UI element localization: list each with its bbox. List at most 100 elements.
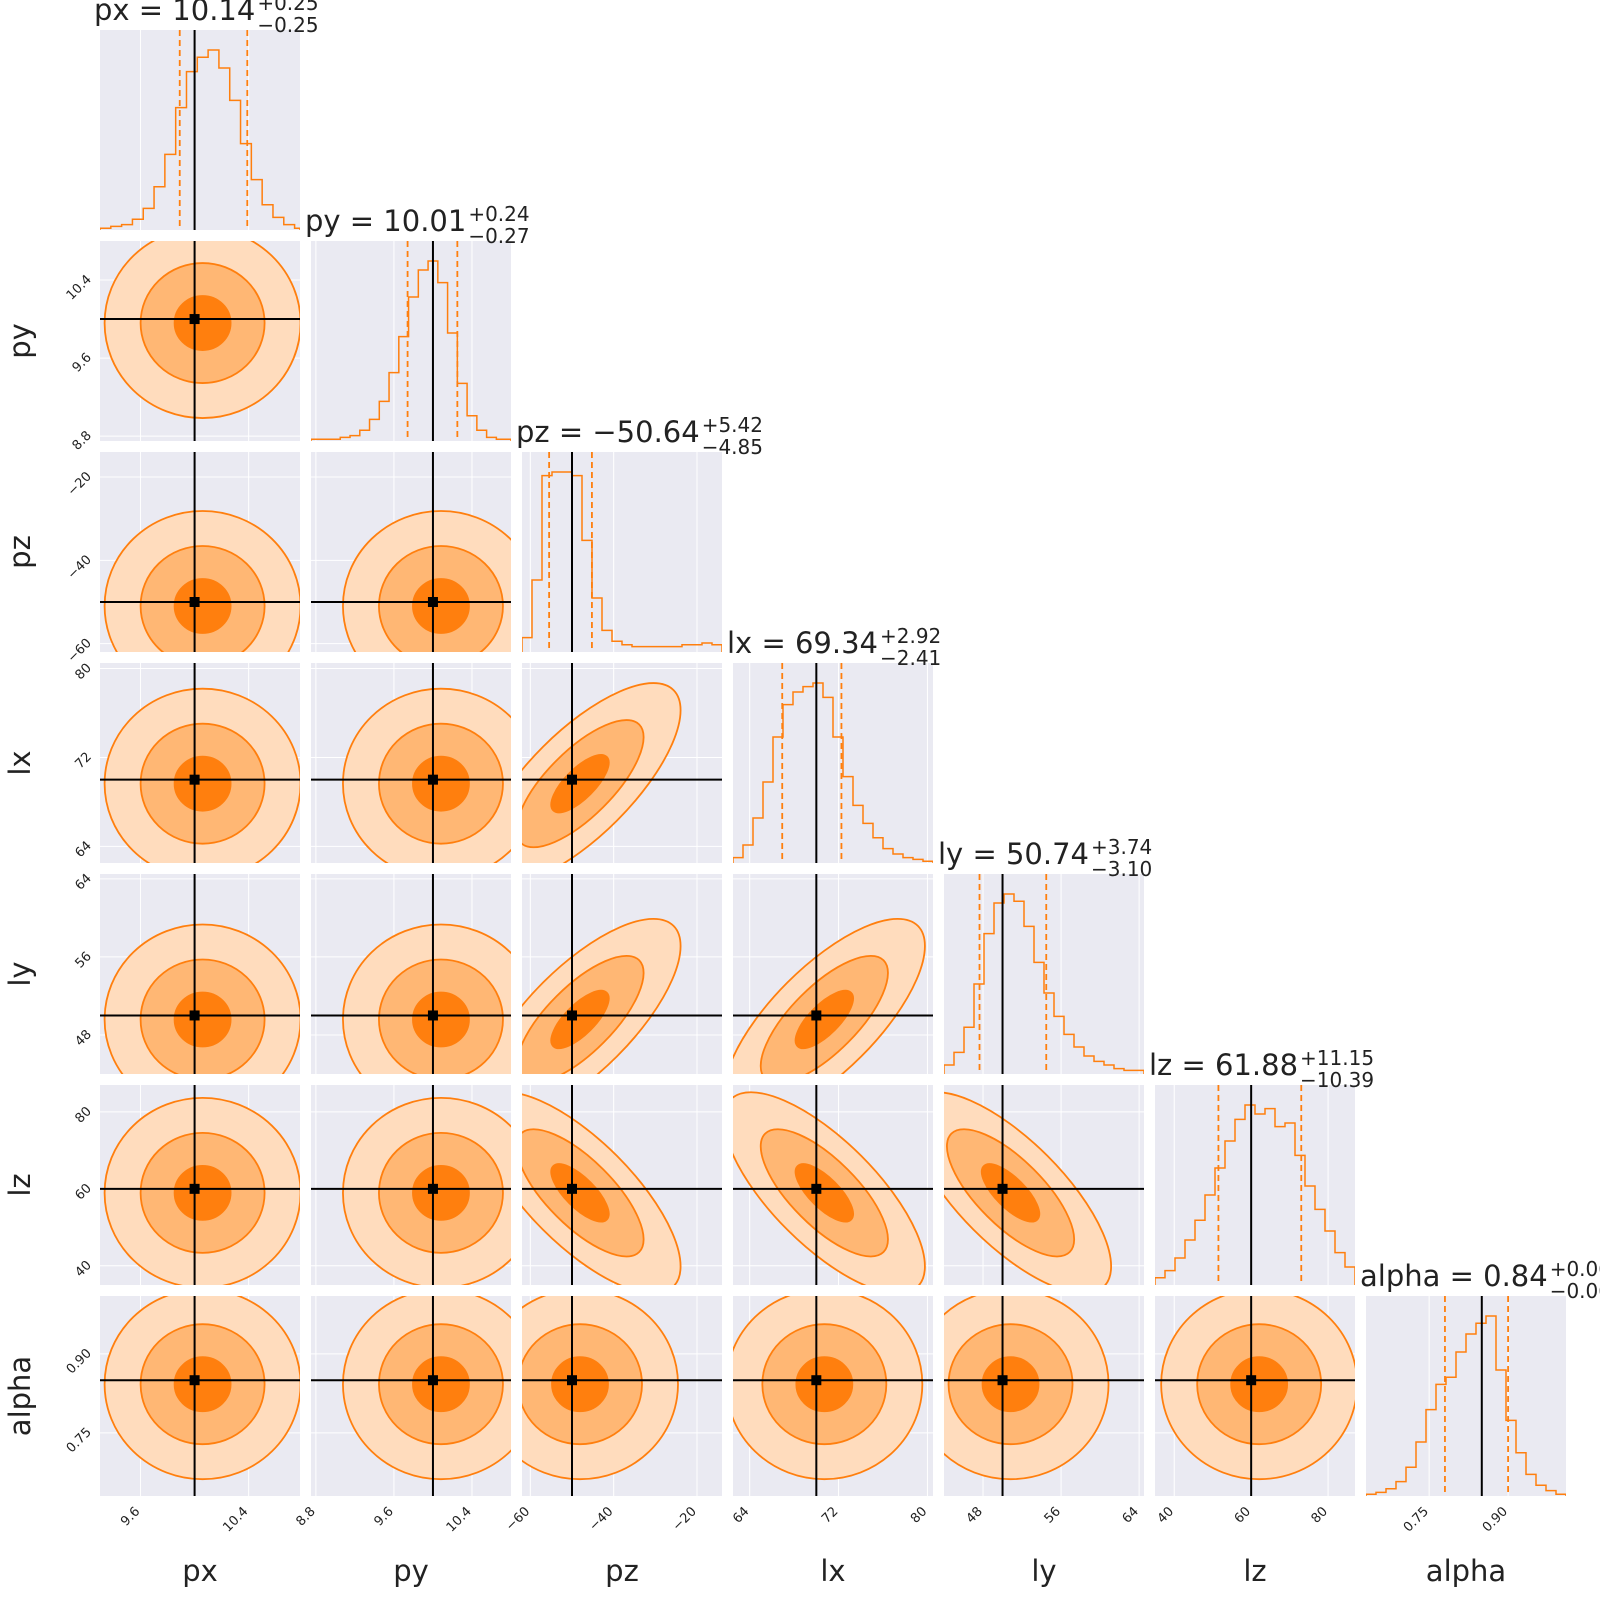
- panel-px-lx: [100, 663, 300, 863]
- title-plus-error: +0.06: [1550, 1257, 1600, 1281]
- x-tick-label: −20: [670, 1504, 700, 1534]
- title-median: alpha = 0.84: [1360, 1259, 1548, 1293]
- title-plus-error: +0.25: [257, 0, 318, 15]
- panel-background: [1366, 1296, 1566, 1496]
- x-axis-label-pz: pz: [605, 1554, 639, 1588]
- y-tick-label: 10.4: [64, 272, 95, 303]
- contour-1-sigma: [173, 991, 232, 1048]
- x-axis-label-py: py: [393, 1554, 429, 1588]
- contour-1-sigma: [412, 1164, 470, 1221]
- y-tick-label: 72: [73, 750, 95, 772]
- panel-content: [100, 663, 300, 863]
- truth-marker: [567, 774, 577, 785]
- histogram-px: [100, 49, 300, 230]
- panel-content: [944, 1296, 1144, 1496]
- title-lx: lx = 69.34: [727, 626, 878, 660]
- panel-lz-alpha: [1155, 1296, 1355, 1496]
- histogram-py: [311, 260, 511, 441]
- x-axis-label-lz: lz: [1243, 1554, 1266, 1588]
- x-tick-label: −40: [586, 1504, 616, 1534]
- panel-lx-alpha: [733, 1296, 933, 1496]
- x-tick-label: 0.75: [1401, 1504, 1432, 1535]
- y-tick-label: −40: [65, 553, 95, 583]
- x-tick-label: 60: [1232, 1504, 1254, 1526]
- truth-marker: [1246, 1375, 1257, 1386]
- y-tick-label: 48: [73, 1027, 95, 1049]
- truth-marker: [189, 1375, 200, 1386]
- contour-1-sigma: [551, 1356, 609, 1413]
- contour-1-sigma: [412, 578, 470, 634]
- x-tick-label: 9.6: [372, 1504, 397, 1529]
- panel-content: [311, 1085, 511, 1285]
- panel-px-py: [100, 241, 300, 441]
- panel-content: [1155, 1085, 1355, 1285]
- panel-px-alpha: [100, 1296, 300, 1496]
- panel-background: [311, 241, 511, 441]
- histogram-lx: [733, 682, 933, 863]
- panel-content: [944, 1085, 1144, 1285]
- panel-background: [522, 452, 722, 652]
- panel-content: [733, 874, 933, 1074]
- truth-marker: [997, 1375, 1008, 1386]
- x-axis-label-ly: ly: [1031, 1554, 1056, 1588]
- truth-marker: [189, 314, 200, 325]
- truth-marker: [567, 1375, 577, 1386]
- panel-py-lx: [311, 663, 511, 863]
- panel-pz-ly: [522, 874, 722, 1074]
- title-minus-error: −0.27: [468, 224, 529, 248]
- panel-background: [733, 663, 933, 863]
- title-ly: ly = 50.74: [938, 837, 1089, 871]
- truth-marker: [189, 1010, 200, 1021]
- x-tick-label: 0.90: [1480, 1504, 1511, 1535]
- x-tick-label: 64: [1120, 1504, 1142, 1526]
- panel-content: [311, 874, 511, 1074]
- panel-content: [733, 1296, 933, 1496]
- contour-1-sigma: [1230, 1356, 1289, 1413]
- title-minus-error: −4.85: [702, 435, 763, 459]
- y-tick-label: 8.8: [70, 428, 95, 453]
- panel-lx-ly: [733, 874, 933, 1074]
- panel-content: [100, 452, 300, 652]
- panel-py-ly: [311, 874, 511, 1074]
- y-tick-label: 60: [73, 1181, 95, 1203]
- truth-marker: [997, 1183, 1008, 1194]
- panel-content: [522, 874, 722, 1074]
- panel-pz-lx: [522, 663, 722, 863]
- contour-1-sigma: [173, 295, 232, 351]
- truth-marker: [427, 597, 438, 607]
- y-tick-label: 0.75: [64, 1425, 95, 1456]
- panel-content: [311, 663, 511, 863]
- contour-1-sigma: [795, 1356, 854, 1413]
- truth-marker: [189, 1183, 200, 1194]
- truth-marker: [811, 1375, 822, 1386]
- panel-content: [1155, 1296, 1355, 1496]
- y-axis-label-pz: pz: [3, 535, 37, 569]
- truth-marker: [427, 774, 438, 785]
- truth-marker: [427, 1010, 438, 1021]
- truth-marker: [189, 774, 200, 785]
- x-tick-label: 9.6: [118, 1504, 143, 1529]
- panel-content: [733, 1085, 933, 1285]
- title-minus-error: −10.39: [1300, 1068, 1374, 1092]
- x-tick-label: 8.8: [293, 1504, 318, 1529]
- panel-ly-ly: [944, 874, 1144, 1074]
- title-py: py = 10.01: [305, 204, 466, 238]
- panel-background: [100, 30, 300, 230]
- contour-1-sigma: [412, 755, 470, 812]
- truth-marker: [189, 597, 200, 607]
- title-plus-error: +0.24: [468, 202, 529, 226]
- x-tick-label: −60: [503, 1504, 533, 1534]
- panel-content: [311, 241, 511, 441]
- truth-marker: [567, 1183, 577, 1194]
- histogram-ly: [944, 893, 1144, 1074]
- panel-content: [100, 30, 300, 230]
- x-tick-label: 56: [1042, 1504, 1064, 1526]
- contour-1-sigma: [794, 989, 854, 1050]
- panel-py-pz: [311, 452, 511, 652]
- panel-content: [311, 452, 511, 652]
- panel-content: [1366, 1296, 1566, 1496]
- panel-ly-alpha: [944, 1296, 1144, 1496]
- title-median: ly = 50.74: [938, 837, 1089, 871]
- truth-marker: [427, 1375, 438, 1386]
